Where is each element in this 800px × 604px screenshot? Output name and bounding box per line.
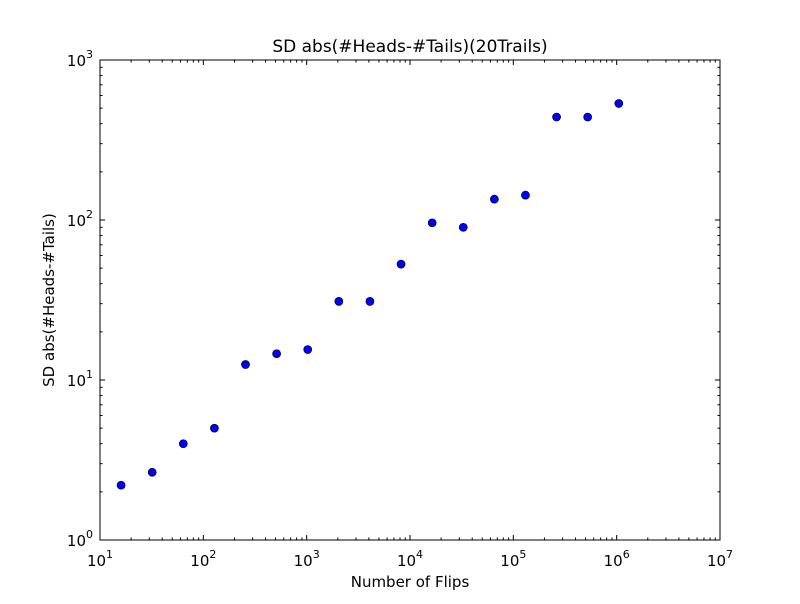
data-point (458, 222, 468, 232)
chart-title: SD abs(#Heads-#Tails)(20Trails) (272, 37, 547, 57)
data-point (334, 297, 344, 306)
data-point (521, 190, 530, 200)
data-point (116, 480, 126, 490)
data-point (147, 467, 157, 477)
data-point (427, 218, 437, 228)
x-axis-label: Number of Flips (351, 573, 470, 591)
data-point (490, 194, 499, 204)
data-point (210, 423, 219, 433)
plot-frame (99, 59, 721, 541)
tick-label: 105 (500, 548, 526, 570)
tick-label: 106 (604, 548, 630, 570)
tick-label: 107 (707, 548, 733, 570)
y-axis-label: SD abs(#Heads-#Tails) (40, 213, 58, 387)
tick-label: 102 (190, 548, 216, 570)
data-point (272, 349, 281, 359)
tick-label: 101 (67, 368, 93, 390)
data-point (552, 112, 561, 122)
tick-label: 101 (87, 548, 113, 570)
tick-label: 100 (67, 528, 93, 550)
data-point (614, 99, 624, 108)
data-point (303, 345, 313, 354)
tick-label: 102 (67, 208, 93, 230)
data-point (365, 297, 375, 306)
data-point (178, 439, 188, 449)
data-point (241, 360, 250, 369)
data-point (396, 259, 406, 269)
tick-label: 104 (397, 548, 423, 570)
tick-label: 103 (67, 48, 93, 70)
tick-label: 103 (294, 548, 320, 570)
data-point (583, 112, 593, 122)
data-points (116, 99, 624, 490)
